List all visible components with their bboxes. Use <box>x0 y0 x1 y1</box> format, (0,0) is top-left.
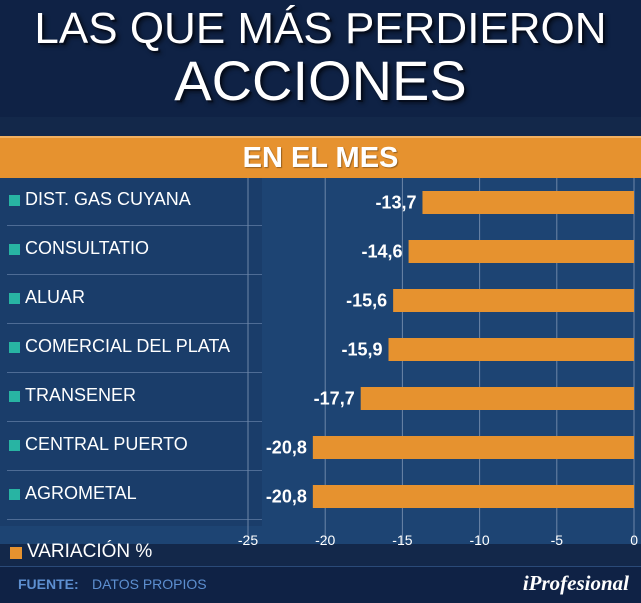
bar-value-label: -17,7 <box>314 389 355 409</box>
title-line-1: LAS QUE MÁS PERDIERON <box>34 4 607 53</box>
category-row: CONSULTATIO <box>7 227 262 275</box>
category-marker <box>9 391 20 402</box>
category-label-panel: DIST. GAS CUYANA CONSULTATIO ALUAR COMERCIA… <box>0 178 262 526</box>
legend-label: VARIACIÓN % <box>27 541 153 562</box>
bar-value-label: -20,8 <box>266 438 307 458</box>
category-label: AGROMETAL <box>25 483 137 503</box>
bar-value-label: -20,8 <box>266 487 307 507</box>
bar-chart: -13,7 -14,6 -15,6 -15,9 -17,7 -20,8 -20,8 -25 -2… <box>238 178 638 548</box>
brand-logo: iProfesional <box>522 571 629 595</box>
category-row: ALUAR <box>7 276 262 324</box>
bar <box>312 485 634 508</box>
category-marker <box>9 440 20 451</box>
category-marker <box>9 489 20 500</box>
x-tick-label: -5 <box>551 532 564 548</box>
category-label: CENTRAL PUERTO <box>25 434 188 454</box>
bar <box>388 338 634 361</box>
category-row: COMERCIAL DEL PLATA <box>7 325 262 373</box>
x-tick-label: -10 <box>469 532 489 548</box>
bar <box>408 240 634 263</box>
x-tick-label: 0 <box>630 532 638 548</box>
x-tick-label: -25 <box>238 532 258 548</box>
category-row: AGROMETAL <box>7 472 262 520</box>
bar-value-label: -14,6 <box>362 242 403 262</box>
bar <box>422 191 634 214</box>
bar <box>393 289 634 312</box>
category-row: DIST. GAS CUYANA <box>7 178 262 226</box>
category-marker <box>9 195 20 206</box>
legend-swatch <box>10 547 22 559</box>
bar <box>360 387 634 410</box>
category-row: TRANSENER <box>7 374 262 422</box>
category-row: CENTRAL PUERTO <box>7 423 262 471</box>
subtitle-bar: EN EL MES <box>0 136 641 178</box>
category-label: ALUAR <box>25 287 86 307</box>
x-tick-label: -15 <box>392 532 412 548</box>
category-label: DIST. GAS CUYANA <box>25 189 191 209</box>
bar-value-label: -13,7 <box>375 193 416 213</box>
bar-value-label: -15,9 <box>341 340 382 360</box>
category-label: CONSULTATIO <box>25 238 150 258</box>
category-marker <box>9 293 20 304</box>
title-line-2: ACCIONES <box>174 49 467 112</box>
title-band: LAS QUE MÁS PERDIERON ACCIONES <box>0 0 641 117</box>
category-label: COMERCIAL DEL PLATA <box>25 336 231 356</box>
category-marker <box>9 244 20 255</box>
footer: FUENTE: DATOS PROPIOS iProfesional <box>0 566 641 603</box>
bar <box>312 436 634 459</box>
source-label: FUENTE: <box>18 576 79 592</box>
bar-value-label: -15,6 <box>346 291 387 311</box>
x-tick-label: -20 <box>315 532 335 548</box>
source-value: DATOS PROPIOS <box>92 576 207 592</box>
category-marker <box>9 342 20 353</box>
category-label: TRANSENER <box>25 385 137 405</box>
